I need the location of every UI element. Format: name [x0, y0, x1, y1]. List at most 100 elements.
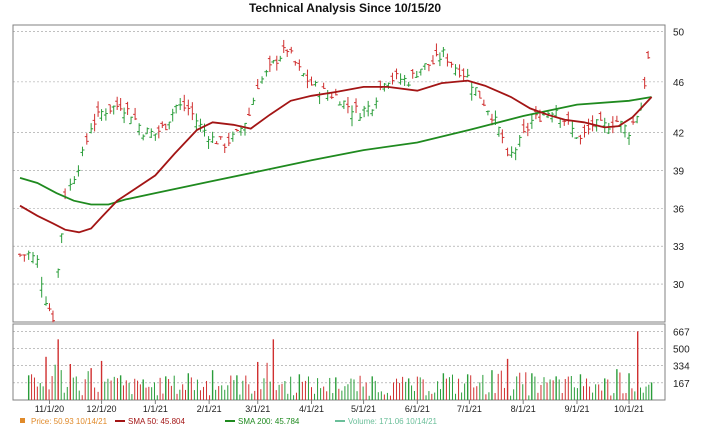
price-bar — [635, 115, 640, 124]
price-bar — [255, 79, 260, 90]
price-bar — [31, 251, 36, 264]
price-tick-label: 33 — [673, 242, 685, 253]
price-bar — [473, 87, 478, 96]
legend-label: SMA 200: 45.784 — [238, 417, 300, 426]
price-bar — [562, 120, 567, 126]
legend-label: Price: 50.93 10/14/21 — [31, 417, 108, 426]
price-bar — [586, 118, 591, 135]
price-bar — [141, 134, 146, 141]
price-bar — [22, 254, 27, 262]
price-bar — [218, 136, 223, 140]
price-bar — [190, 102, 195, 121]
price-bar — [374, 97, 379, 109]
price-bar — [125, 101, 130, 115]
price-bar — [590, 115, 595, 132]
price-bar — [610, 116, 615, 134]
x-tick-label: 10/1/21 — [614, 404, 644, 414]
legend-label: SMA 50: 45.804 — [128, 417, 185, 426]
price-bar — [137, 123, 142, 136]
price-bar — [115, 96, 120, 110]
price-bar — [305, 69, 310, 89]
price-bar — [434, 43, 439, 57]
price-bar — [550, 112, 555, 123]
price-bar — [578, 134, 583, 145]
price-bar — [457, 64, 462, 78]
price-bar — [453, 64, 458, 76]
price-bar — [226, 132, 231, 147]
legend-item: Volume: 171.06 10/14/21 — [335, 417, 438, 426]
price-bar — [521, 119, 526, 134]
price-bar — [111, 105, 116, 115]
price-bar — [449, 61, 454, 68]
price-bar — [554, 105, 559, 118]
price-tick-label: 46 — [673, 78, 685, 89]
price-bar — [614, 115, 619, 123]
price-ohlc-bars — [18, 39, 651, 323]
price-bar — [469, 81, 474, 101]
volume-tick-label: 334 — [673, 362, 690, 373]
price-bar — [430, 55, 435, 65]
price-bar — [84, 133, 89, 145]
price-grid — [13, 31, 665, 285]
price-bar — [406, 81, 411, 87]
price-bar — [39, 276, 44, 298]
price-bar — [309, 76, 314, 86]
price-bar — [509, 146, 514, 158]
price-bar — [354, 98, 359, 114]
price-bar — [247, 107, 252, 117]
price-bar — [122, 107, 127, 124]
price-bar — [170, 108, 175, 122]
price-bar — [461, 68, 466, 82]
legend: Price: 50.93 10/14/21 SMA 50: 45.804 SMA 2… — [20, 417, 438, 426]
price-bar — [214, 141, 219, 145]
price-tick-label: 36 — [673, 204, 685, 215]
price-bar — [362, 105, 367, 118]
legend-item: Price: 50.93 10/14/21 — [20, 417, 108, 426]
x-tick-label: 7/1/21 — [457, 404, 482, 414]
price-bar — [337, 101, 342, 106]
price-bar — [329, 92, 334, 100]
price-bar — [230, 131, 235, 142]
price-tick-label: 30 — [673, 280, 685, 291]
price-bar — [278, 55, 283, 62]
x-tick-label: 6/1/21 — [405, 404, 430, 414]
price-bar — [72, 176, 77, 185]
price-bar — [178, 98, 183, 111]
price-bar — [153, 133, 158, 141]
sma-200-line — [19, 96, 652, 206]
price-bar — [500, 129, 505, 144]
price-bar — [103, 108, 108, 121]
price-bar — [445, 53, 450, 67]
price-bar — [297, 59, 302, 71]
price-bar — [485, 110, 490, 116]
volume-tick-label: 167 — [673, 379, 690, 390]
price-bar — [410, 68, 415, 79]
price-bar — [390, 72, 395, 85]
price-bar — [149, 128, 154, 139]
price-bar — [145, 127, 150, 135]
price-bar — [566, 111, 571, 125]
price-bar — [570, 121, 575, 138]
price-bar — [358, 113, 363, 121]
price-bar — [182, 94, 187, 112]
price-bar — [505, 147, 510, 157]
price-bar — [26, 250, 31, 260]
price-bar — [285, 49, 290, 57]
price-bar — [56, 268, 61, 278]
price-bar — [525, 122, 530, 137]
price-bar — [156, 125, 161, 139]
price-bar — [59, 233, 64, 244]
price-bar — [349, 105, 354, 127]
price-bar — [574, 137, 579, 140]
price-bar — [76, 165, 81, 177]
price-bar — [47, 303, 52, 312]
x-tick-label: 12/1/20 — [87, 404, 117, 414]
price-bar — [341, 100, 346, 110]
x-tick-label: 2/1/21 — [197, 404, 222, 414]
price-bar — [234, 128, 239, 132]
price-bar — [167, 121, 172, 130]
price-bar — [242, 122, 247, 136]
price-bar — [426, 64, 431, 72]
x-axis: 11/1/20 12/1/20 1/1/21 2/1/21 3/1/21 4/1/21 5/… — [35, 400, 644, 414]
price-bar — [301, 73, 306, 77]
